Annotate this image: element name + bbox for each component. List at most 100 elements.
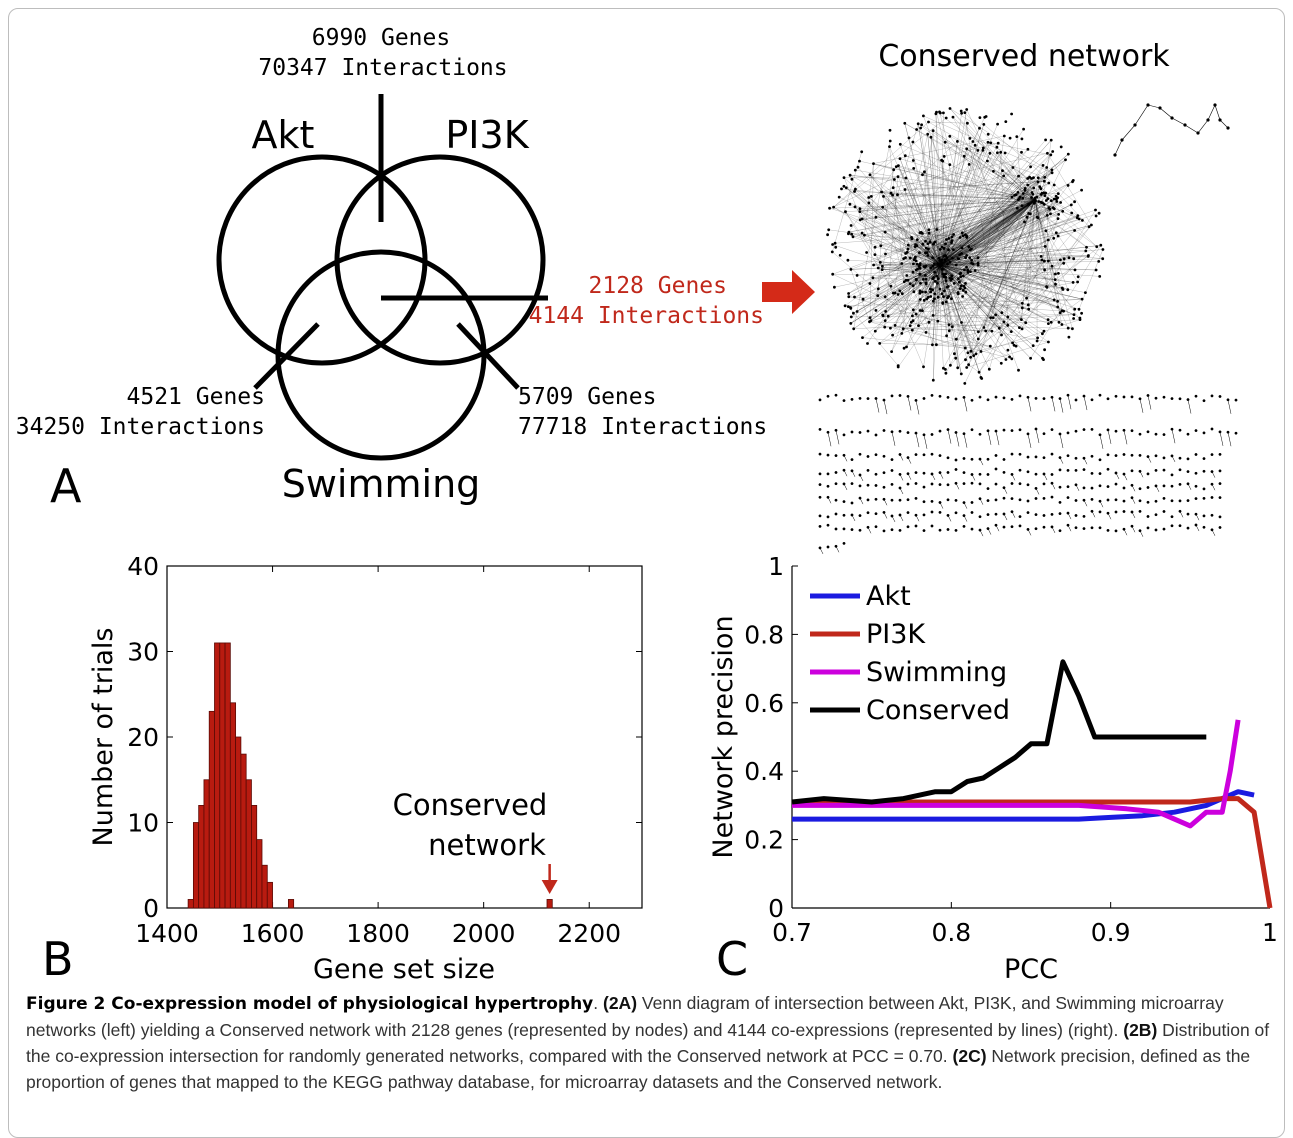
component-node (931, 453, 933, 455)
component-node (963, 457, 965, 459)
network-node (983, 326, 986, 329)
network-node (1026, 216, 1029, 219)
network-node (942, 112, 945, 115)
component-node (1203, 515, 1205, 517)
component-edge (1004, 488, 1007, 494)
component-node (971, 482, 973, 484)
network-node (1009, 137, 1012, 140)
network-node (1000, 311, 1003, 314)
network-node (927, 242, 930, 245)
histogram-bar (267, 882, 272, 908)
component-edge (908, 474, 911, 480)
network-node (980, 377, 983, 380)
network-node (967, 245, 970, 248)
network-node (965, 108, 968, 111)
component-node (1059, 469, 1061, 471)
component-edge (836, 430, 839, 444)
component-node (1027, 471, 1029, 473)
network-node (891, 194, 894, 197)
component-node (1099, 459, 1101, 461)
network-edge (1022, 303, 1072, 328)
network-node (1084, 291, 1087, 294)
network-node (1007, 349, 1010, 352)
network-node (931, 277, 934, 280)
network-node (1043, 260, 1046, 263)
caption-ref-2c: (2C) (953, 1046, 987, 1066)
network-edge (830, 208, 946, 244)
network-node (878, 342, 881, 345)
component-node (1003, 471, 1005, 473)
network-node (1064, 158, 1067, 161)
network-node (913, 258, 916, 261)
network-node (875, 309, 878, 312)
component-node (947, 484, 949, 486)
network-node (897, 293, 900, 296)
component-node (1195, 453, 1197, 455)
component-edge (1172, 429, 1175, 443)
component-node (1011, 497, 1013, 499)
component-node (867, 499, 869, 501)
component-node (875, 513, 877, 515)
component-node (1139, 454, 1141, 456)
component-node (859, 431, 861, 433)
left-genes-label: 4521 Genes (127, 384, 265, 410)
component-node (827, 546, 829, 548)
component-node (835, 499, 837, 501)
network-node (1025, 297, 1028, 300)
left-pointer-line (255, 324, 318, 388)
network-node (907, 244, 910, 247)
component-node (1115, 395, 1117, 397)
network-node (869, 282, 872, 285)
network-node (968, 163, 971, 166)
network-node (833, 286, 836, 289)
component-node (995, 483, 997, 485)
network-node (955, 338, 958, 341)
network-node (903, 122, 906, 125)
component-node (915, 514, 917, 516)
network-node (861, 232, 864, 235)
network-node (854, 206, 857, 209)
component-node (1075, 399, 1077, 401)
network-node (996, 151, 999, 154)
network-node (900, 332, 903, 335)
network-node (1046, 152, 1049, 155)
component-node (1027, 484, 1029, 486)
network-node (1047, 197, 1050, 200)
component-node (867, 512, 869, 514)
network-node (969, 137, 972, 140)
network-node (884, 253, 887, 256)
network-node (887, 315, 890, 318)
component-node (1219, 516, 1221, 518)
component-node (1035, 456, 1037, 458)
network-node (888, 145, 891, 148)
network-node (943, 275, 946, 278)
component-node (1083, 487, 1085, 489)
component-edge (836, 546, 839, 552)
network-node (1080, 312, 1083, 315)
network-node (967, 363, 970, 366)
chain-edge (1172, 118, 1185, 125)
component-edge (1124, 529, 1127, 535)
network-node (1084, 250, 1087, 253)
network-node (1001, 169, 1004, 172)
network-node (1032, 344, 1035, 347)
network-node (944, 254, 947, 257)
network-node (921, 173, 924, 176)
network-node (889, 327, 892, 330)
component-edge (900, 474, 903, 480)
network-node (872, 264, 875, 267)
network-nodes (826, 107, 1104, 385)
chain-edge (1160, 108, 1172, 118)
component-node (1091, 498, 1093, 500)
chain-node (1120, 138, 1123, 141)
component-node (987, 458, 989, 460)
network-node (970, 259, 973, 262)
x-tick-label: 1800 (346, 919, 410, 948)
component-node (987, 499, 989, 501)
component-node (907, 499, 909, 501)
network-node (929, 291, 932, 294)
component-node (1067, 496, 1069, 498)
network-node (932, 379, 935, 382)
network-node (1012, 166, 1015, 169)
network-node (948, 135, 951, 138)
